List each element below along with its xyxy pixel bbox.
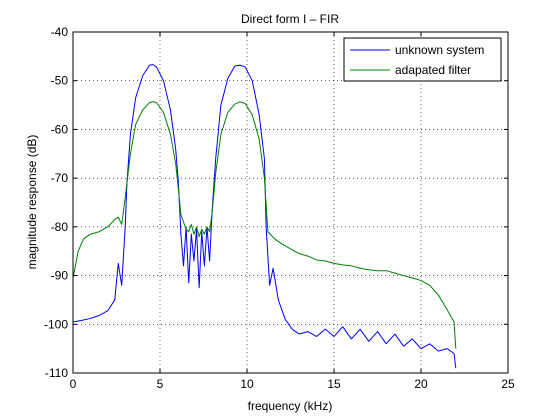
y-tick-label: -100 bbox=[44, 317, 68, 331]
plot-frame bbox=[72, 31, 509, 374]
chart-title: Direct form I – FIR bbox=[241, 12, 339, 26]
series-line-adapated-filter bbox=[72, 101, 457, 349]
x-tick-label: 20 bbox=[414, 377, 428, 391]
y-tick-label: -70 bbox=[51, 171, 69, 185]
legend: unknown system adapated filter bbox=[343, 37, 502, 82]
grid bbox=[73, 32, 508, 373]
series-line-unknown-system bbox=[72, 64, 457, 369]
legend-box bbox=[343, 37, 502, 82]
y-tick-label: -90 bbox=[51, 269, 69, 283]
y-tick-label: -80 bbox=[51, 220, 69, 234]
y-tick-label: -110 bbox=[45, 366, 68, 380]
y-tick-label: -50 bbox=[51, 74, 69, 88]
x-tick-label: 10 bbox=[240, 377, 254, 391]
legend-label-adapated-filter: adapated filter bbox=[395, 63, 471, 77]
x-tick-label: 5 bbox=[157, 377, 164, 391]
plot-area bbox=[73, 32, 508, 373]
x-tick-label: 15 bbox=[327, 377, 341, 391]
y-tick-label: -60 bbox=[51, 122, 69, 136]
legend-label-unknown-system: unknown system bbox=[395, 43, 484, 57]
x-axis-label: frequency (kHz) bbox=[248, 399, 333, 413]
y-axis-label: magnitude response (dB) bbox=[25, 135, 39, 270]
series-layer bbox=[72, 64, 457, 369]
x-tick-label: 0 bbox=[70, 377, 77, 391]
axis-ticks: 0 5 10 15 20 25 -40 -50 -60 -70 -80 -90 -100 -110 bbox=[44, 25, 515, 391]
y-tick-label: -40 bbox=[51, 25, 69, 39]
x-tick-label: 25 bbox=[501, 377, 515, 391]
